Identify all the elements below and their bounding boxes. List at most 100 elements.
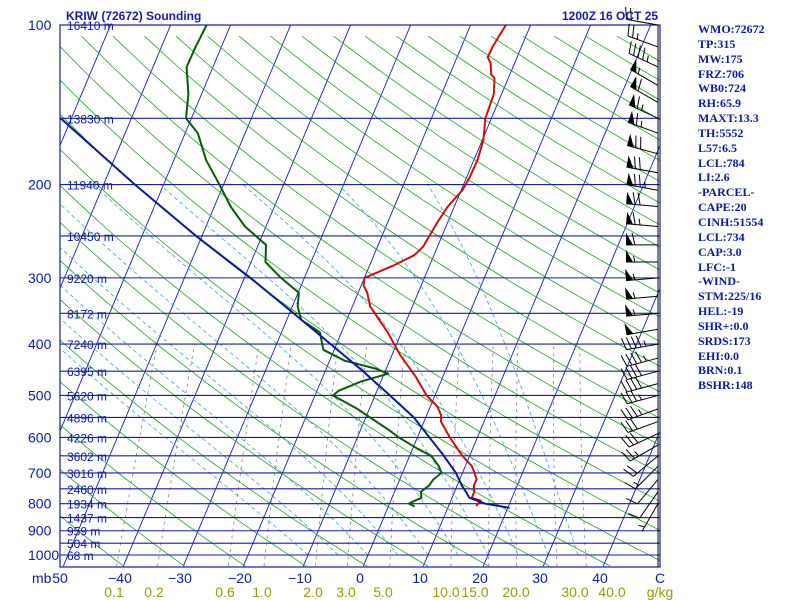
wind-barb-half-feather xyxy=(632,292,636,299)
temperature-tick-label: 0 xyxy=(356,570,364,586)
dry-adiabat xyxy=(207,35,660,342)
mixing-ratio-line xyxy=(157,344,195,567)
wind-barb xyxy=(624,465,659,490)
wind-barb-staff xyxy=(630,444,659,462)
wind-barb-feather xyxy=(642,47,646,60)
wind-barb-half-feather xyxy=(638,218,641,226)
wind-barb-flag xyxy=(630,58,637,73)
wind-barb xyxy=(620,405,659,421)
wind-barb xyxy=(628,41,659,68)
isotherm-line xyxy=(60,25,232,433)
wind-barb-staff xyxy=(626,184,659,191)
wind-barb-half-feather xyxy=(640,120,643,128)
mixing-ratio-label: 40.0 xyxy=(598,584,625,600)
dry-adiabat xyxy=(60,79,660,502)
wind-barb-half-feather xyxy=(637,67,641,75)
mixing-ratio-line xyxy=(553,344,558,567)
height-label: 6395 m xyxy=(67,365,107,379)
wind-barb-feather xyxy=(625,337,632,349)
height-label: 9220 m xyxy=(67,272,107,286)
isotherm-line xyxy=(362,25,592,567)
dry-adiabat xyxy=(144,35,660,393)
moist-adiabat xyxy=(159,184,489,556)
dry-adiabat xyxy=(60,299,429,567)
parameter-item: STM:225/16 xyxy=(698,289,762,304)
wind-barb-half-feather xyxy=(641,104,644,111)
dry-adiabat xyxy=(175,35,660,367)
wind-barb xyxy=(626,172,659,191)
wind-barb-feather xyxy=(620,409,629,421)
temperature-tick-label: −20 xyxy=(228,570,252,586)
wind-barb xyxy=(626,479,659,505)
isotherm-line xyxy=(422,25,652,567)
wind-barb-feather xyxy=(620,392,628,404)
wind-barb-flag xyxy=(630,76,637,90)
wind-barb-flag xyxy=(625,287,634,300)
mixing-ratio-label: 30.0 xyxy=(561,584,588,600)
wind-barb-feather xyxy=(625,420,634,432)
wind-barb-feather xyxy=(628,41,632,54)
wind-barb-flag xyxy=(627,133,634,148)
wind-barb-feather xyxy=(631,232,636,246)
wind-barb-flag xyxy=(625,304,634,317)
wind-barb xyxy=(626,133,659,155)
wind-barb-feather xyxy=(620,368,628,380)
sounding-parameters: WMO:72672 TP:315 MW:175 FRZ:706 WB0:724 RH:65… xyxy=(698,22,798,393)
height-label: 1934 m xyxy=(67,498,107,512)
moist-adiabat xyxy=(60,284,369,556)
dry-adiabat xyxy=(60,339,368,567)
parameter-item: SHR+:0.0 xyxy=(698,318,749,333)
parameter-item: L57:6.5 xyxy=(698,140,737,155)
wind-barb-feather xyxy=(620,355,628,367)
temperature-tick-label: 40 xyxy=(592,570,608,586)
height-label: 504 m xyxy=(67,537,100,551)
wind-barb xyxy=(620,335,659,351)
wind-barb xyxy=(626,232,658,246)
mixing-ratio-line xyxy=(488,344,494,567)
isotherm-line xyxy=(242,25,472,567)
parameter-item: WMO:72672 xyxy=(698,22,765,36)
parameter-item: LCL:784 xyxy=(698,155,745,170)
pressure-tick-label: 900 xyxy=(28,523,52,539)
pressure-tick-label: 500 xyxy=(28,387,52,403)
height-label: 11940 m xyxy=(67,179,113,193)
chart-time: 1200Z 16 OCT 25 xyxy=(562,9,658,23)
height-label: 959 m xyxy=(67,525,100,539)
wind-barb-feather xyxy=(629,405,638,417)
wind-barb-staff xyxy=(626,277,659,282)
mixing-ratio-label: 0.2 xyxy=(144,584,164,600)
wind-barb-half-feather xyxy=(642,355,647,362)
pressure-tick-label: 300 xyxy=(28,270,52,286)
wind-barb-half-feather xyxy=(638,409,643,415)
pressure-tick-label: 800 xyxy=(28,496,52,512)
parameter-item: BRN:0.1 xyxy=(698,363,743,378)
wind-barb-staff xyxy=(627,35,659,48)
temperature-tick-label: 50 xyxy=(52,570,68,586)
wind-barb-feather xyxy=(626,498,638,505)
dry-adiabat xyxy=(60,468,185,567)
wind-barb xyxy=(623,455,659,477)
wind-barb-staff xyxy=(626,394,659,405)
wind-barb-staff xyxy=(639,491,659,519)
wind-barb-feather xyxy=(627,465,638,474)
isotherm-line xyxy=(182,25,412,567)
mixing-ratio-line xyxy=(116,344,158,567)
wind-barb-staff xyxy=(626,203,659,207)
temperature-unit-label: C xyxy=(655,570,665,586)
mixing-ratio-label: 2.0 xyxy=(303,584,323,600)
wind-barb-feather xyxy=(635,335,642,348)
wind-barb-half-feather xyxy=(646,55,649,62)
height-label: 3602 m xyxy=(67,450,107,464)
mixing-ratio-line xyxy=(389,344,406,567)
mixing-ratio-label: 1.0 xyxy=(252,584,272,600)
wind-barb-flag xyxy=(626,249,633,262)
mixing-ratio-line xyxy=(579,344,587,567)
height-label: 2460 m xyxy=(67,483,107,497)
wind-barb-feather xyxy=(620,437,630,448)
wind-barb xyxy=(626,211,659,228)
wind-barb-feather xyxy=(625,435,634,446)
wind-barb-flag xyxy=(625,268,634,281)
wind-barb xyxy=(627,23,659,48)
wind-barb-half-feather xyxy=(638,394,643,401)
